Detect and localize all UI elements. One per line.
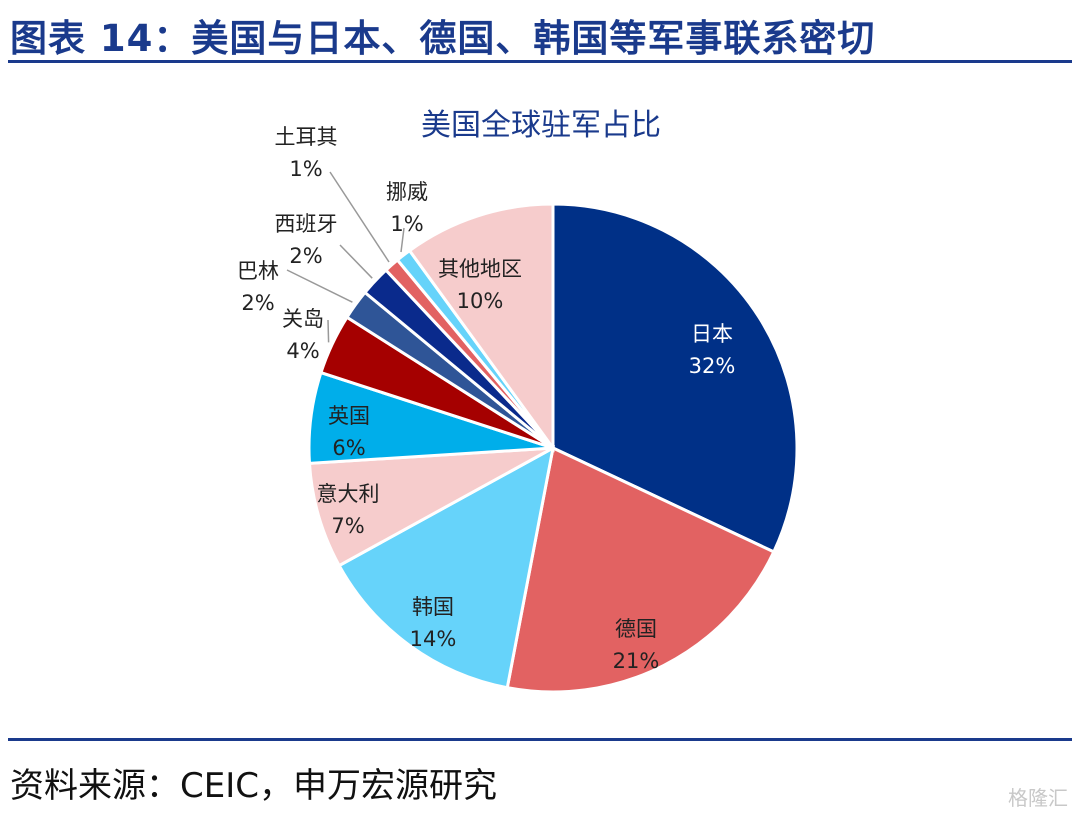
pie-slice [407,202,555,453]
chart-title: 美国全球驻军占比 [421,108,661,143]
leader-lines [286,171,405,343]
slice-value-label: 32% [689,354,736,378]
leader-line [329,171,390,263]
leader-line [339,244,373,279]
leader-line [286,269,353,303]
figure-title: 图表 14：美国与日本、德国、韩国等军事联系密切 [10,17,876,60]
leader-line [400,227,405,253]
pie-slice [337,445,556,690]
pie-slice [505,445,776,694]
slice-value-label: 1% [390,212,423,236]
pie-labels: 日本 32% 德国 21% 韩国 14% 意大利 7% 英国 6% 关岛 4% 巴林 2% 西班牙 2% 土耳其… [237,125,735,673]
slice-label: 德国 [615,617,657,641]
slice-value-label: 14% [410,627,457,651]
slice-value-label: 7% [331,514,364,538]
source-rule [8,738,1072,741]
title-rule [8,60,1072,63]
slice-label: 英国 [328,404,370,428]
slice-label: 日本 [691,322,733,346]
pie-slices [307,202,799,694]
slice-label: 韩国 [412,595,454,619]
slice-label: 关岛 [282,307,324,331]
pie-slice [551,202,799,554]
watermark: 格隆汇 [1008,786,1068,810]
leader-line [327,319,330,343]
slice-value-label: 2% [241,291,274,315]
slice-label: 意大利 [317,482,380,506]
slice-value-label: 4% [286,339,319,363]
slice-label: 挪威 [386,180,428,204]
pie-slice [307,446,554,568]
slice-label: 其他地区 [438,257,522,281]
slice-label: 土耳其 [275,125,338,149]
slice-value-label: 6% [332,436,365,460]
slice-value-label: 10% [457,289,504,313]
slice-value-label: 2% [289,244,322,268]
slice-label: 巴林 [237,259,279,283]
source-note: 资料来源：CEIC，申万宏源研究 [10,766,497,806]
slice-label: 西班牙 [275,212,338,236]
slice-value-label: 21% [613,649,660,673]
slice-value-label: 1% [289,157,322,181]
